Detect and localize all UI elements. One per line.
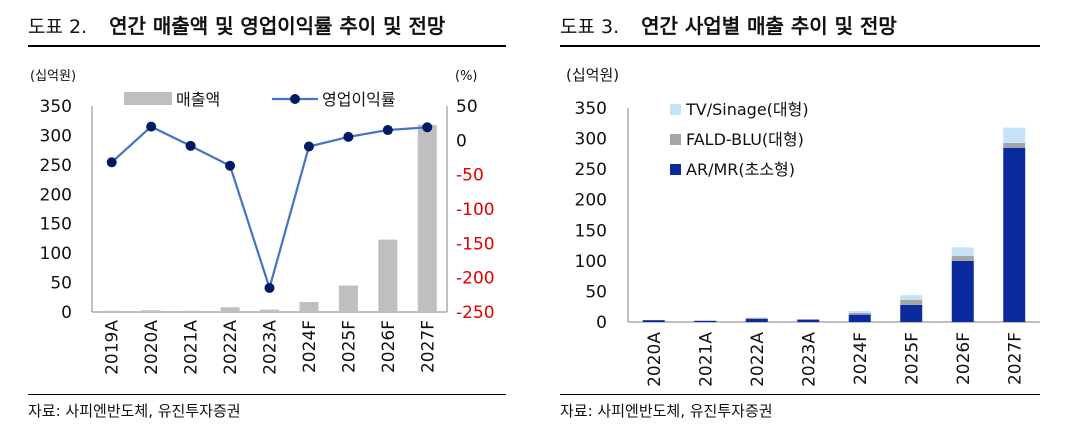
revenue-bar	[338, 285, 358, 312]
margin-point	[106, 157, 117, 168]
x-tick-label: 2025F	[339, 320, 359, 373]
left-tick-label: 0	[61, 303, 72, 323]
margin-point	[264, 282, 275, 293]
right-tick-label: -50	[456, 166, 484, 186]
figure-3-title-rule	[560, 45, 1040, 47]
left-tick-label: 300	[40, 126, 72, 146]
figure-3-panel: 도표 3. 연간 사업별 매출 추이 및 전망 자료: 사피엔반도체, 유진투자…	[560, 0, 1040, 436]
revenue-bar	[102, 310, 122, 312]
x-tick-label: 2021A	[182, 320, 202, 375]
figure-2-title-rule	[28, 45, 506, 47]
x-tick-label: 2019A	[103, 320, 123, 375]
revenue-bar	[378, 239, 398, 312]
figure-3-number: 도표 3.	[560, 16, 620, 38]
figure-2-panel: 도표 2. 연간 매출액 및 영업이익률 추이 및 전망 자료: 사피엔반도체,…	[28, 0, 506, 436]
left-tick-label: 150	[40, 215, 72, 235]
left-tick-label: 50	[50, 274, 72, 294]
right-tick-label: -200	[456, 269, 495, 289]
right-tick-label: 50	[456, 97, 478, 117]
margin-point	[343, 131, 354, 142]
figure-3-title: 연간 사업별 매출 추이 및 전망	[641, 14, 897, 38]
figure-2-number: 도표 2.	[28, 16, 88, 38]
x-tick-label: 2022A	[221, 320, 241, 375]
margin-point	[382, 125, 393, 136]
figure-2-source: 자료: 사피엔반도체, 유진투자증권	[28, 402, 241, 420]
margin-point	[303, 141, 314, 152]
legend-revenue-swatch	[124, 92, 172, 105]
x-tick-label: 2023A	[261, 320, 281, 375]
figure-2-title: 연간 매출액 및 영업이익률 추이 및 전망	[109, 14, 446, 38]
margin-point	[146, 121, 157, 132]
legend-margin-marker	[290, 94, 300, 104]
left-axis-unit: (십억원)	[30, 69, 76, 84]
x-tick-label: 2024F	[300, 320, 320, 373]
margin-point	[225, 160, 236, 171]
x-tick-label: 2027F	[418, 320, 438, 373]
figure-3-heading: 도표 3. 연간 사업별 매출 추이 및 전망	[560, 10, 897, 40]
margin-point	[185, 140, 196, 151]
revenue-bar	[417, 124, 437, 312]
x-tick-label: 2020A	[142, 320, 162, 375]
left-tick-label: 100	[40, 244, 72, 264]
right-axis-unit: (%)	[455, 69, 478, 84]
left-tick-label: 350	[40, 97, 72, 117]
revenue-bar	[181, 310, 201, 312]
left-tick-label: 250	[40, 156, 72, 176]
x-tick-label: 2026F	[379, 320, 399, 373]
right-tick-label: -250	[456, 303, 495, 323]
figure-2-source-rule	[28, 394, 506, 395]
right-tick-label: 0	[456, 131, 467, 151]
right-tick-label: -150	[456, 234, 495, 254]
margin-point	[422, 122, 433, 133]
figure-3-source: 자료: 사피엔반도체, 유진투자증권	[560, 402, 773, 420]
figure-2-heading: 도표 2. 연간 매출액 및 영업이익률 추이 및 전망	[28, 10, 445, 40]
right-tick-label: -100	[456, 200, 495, 220]
revenue-bar	[260, 309, 279, 312]
revenue-bar	[299, 301, 319, 312]
figure-3-source-rule	[560, 394, 1040, 395]
legend-margin-label: 영업이익률	[322, 90, 396, 109]
legend-revenue-label: 매출액	[176, 90, 220, 109]
revenue-bar	[220, 307, 240, 312]
revenue-bar	[141, 310, 161, 312]
left-tick-label: 200	[40, 185, 72, 205]
